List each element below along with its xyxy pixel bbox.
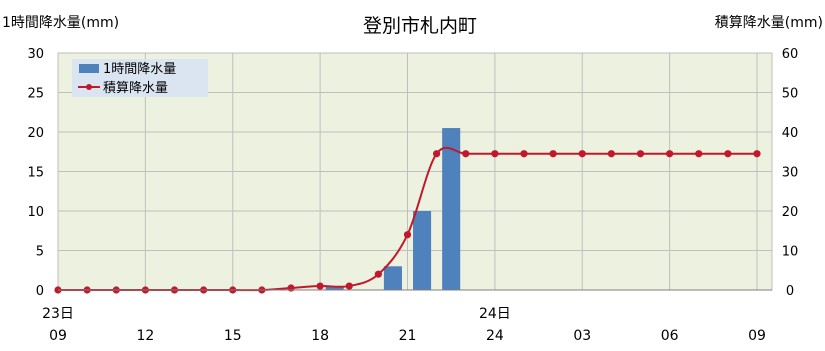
line-point (345, 282, 353, 290)
line-point (607, 150, 615, 158)
y-axis-right-label: 積算降水量(mm) (715, 15, 823, 31)
gridlines (58, 52, 772, 290)
y-tick-label-right: 30 (782, 166, 799, 181)
legend-line-label: 積算降水量 (103, 81, 168, 96)
legend-line-marker (86, 84, 92, 90)
x-tick-label: 24 (486, 328, 504, 344)
legend-bar-label: 1時間降水量 (103, 62, 176, 77)
legend: 1時間降水量 積算降水量 (72, 59, 208, 97)
line-point (636, 150, 645, 158)
x-tick-label: 09 (748, 328, 766, 344)
y-tick-label-right: 10 (782, 245, 799, 260)
line-point (491, 150, 499, 158)
y-tick-label-left: 25 (27, 87, 44, 102)
y-tick-label-left: 15 (27, 166, 44, 181)
x-tick-label: 21 (399, 328, 417, 344)
line-point (462, 150, 470, 158)
y-axis-left-label: 1時間降水量(mm) (2, 15, 119, 31)
line-point (287, 284, 295, 292)
y-tick-label-left: 0 (36, 284, 44, 299)
y-tick-label-right: 50 (782, 87, 799, 102)
line-point (724, 150, 732, 158)
x-tick-label: 15 (224, 328, 242, 344)
y-tick-label-left: 20 (27, 126, 44, 141)
y-tick-label-right: 20 (782, 205, 799, 220)
y-tick-label-left: 5 (36, 245, 44, 260)
x-tick-label: 06 (661, 328, 679, 344)
line-point (520, 150, 528, 158)
x-tick-label: 09 (49, 328, 67, 344)
line-point (549, 150, 557, 158)
y-tick-label-right: 40 (782, 126, 799, 141)
y-tick-label-left: 10 (27, 205, 44, 220)
x-date-label: 23日 (42, 306, 74, 322)
y-tick-label-right: 0 (786, 284, 794, 299)
line-point (374, 270, 382, 278)
line-point (666, 150, 674, 158)
line-point (316, 282, 324, 290)
bar (413, 211, 432, 290)
chart-title: 登別市札内町 (363, 15, 477, 37)
line-point (695, 150, 703, 158)
y-tick-label-right: 60 (782, 47, 799, 62)
x-tick-label: 03 (573, 328, 591, 344)
x-date-label: 24日 (479, 306, 511, 322)
line-point (403, 231, 412, 239)
x-tick-label: 18 (311, 328, 329, 344)
line-point (753, 150, 761, 158)
axes: 0 0 5 10 10 20 15 30 20 40 25 50 30 60 09 12 15 18 21 24 03 0… (27, 47, 798, 344)
line-point (433, 150, 441, 158)
bar (383, 266, 402, 290)
line-point (578, 150, 586, 158)
bar-series (325, 128, 461, 290)
y-tick-label-left: 30 (27, 47, 44, 62)
bar (442, 128, 461, 290)
x-tick-label: 12 (136, 328, 154, 344)
bar (325, 286, 344, 290)
legend-bar-swatch (79, 64, 99, 73)
